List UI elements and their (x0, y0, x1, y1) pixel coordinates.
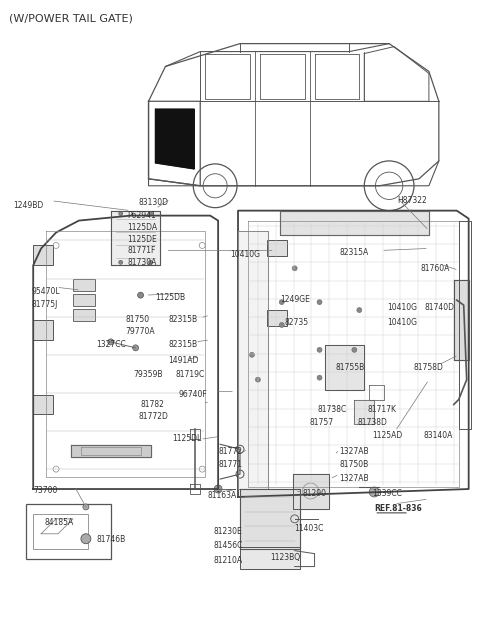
Text: 81738C: 81738C (318, 404, 347, 413)
Text: 81717K: 81717K (367, 404, 396, 413)
Circle shape (119, 212, 123, 215)
Circle shape (132, 345, 139, 351)
Circle shape (292, 266, 297, 271)
Text: 81758D: 81758D (414, 363, 444, 372)
Text: 1125AD: 1125AD (372, 431, 403, 440)
Text: 81771F: 81771F (128, 246, 156, 255)
Circle shape (369, 487, 379, 497)
Circle shape (148, 260, 153, 264)
Polygon shape (240, 489, 300, 549)
Text: 81210A: 81210A (213, 556, 242, 565)
Text: 73700: 73700 (33, 486, 58, 495)
Polygon shape (454, 280, 468, 360)
Text: 81750: 81750 (126, 315, 150, 324)
Text: 1125DL: 1125DL (172, 435, 202, 444)
Circle shape (357, 308, 362, 313)
Text: 81746B: 81746B (97, 535, 126, 544)
Text: 1327AB: 1327AB (339, 447, 369, 456)
Bar (267, 240, 287, 256)
Text: 1339CC: 1339CC (372, 489, 402, 498)
Text: 96740F: 96740F (179, 390, 207, 399)
Circle shape (317, 299, 322, 304)
Circle shape (255, 377, 260, 382)
Text: REF.81-836: REF.81-836 (374, 504, 422, 513)
Circle shape (108, 339, 114, 345)
Text: 1327CC: 1327CC (96, 340, 126, 349)
Circle shape (81, 534, 91, 544)
Polygon shape (293, 474, 329, 509)
Text: 79770A: 79770A (126, 327, 156, 336)
Text: 84185A: 84185A (44, 518, 73, 527)
Bar (33, 246, 53, 265)
Polygon shape (111, 211, 160, 265)
Circle shape (250, 353, 254, 357)
Polygon shape (354, 399, 374, 424)
Text: 10410G: 10410G (387, 318, 417, 327)
Circle shape (317, 347, 322, 353)
Text: 1249GE: 1249GE (280, 295, 310, 304)
Text: 81775J: 81775J (31, 300, 58, 309)
Text: 10410G: 10410G (387, 303, 417, 312)
Bar (33, 395, 53, 415)
Text: 81230E: 81230E (213, 527, 242, 536)
Text: 10410G: 10410G (230, 251, 260, 260)
Text: 82315B: 82315B (168, 340, 198, 349)
Text: 95470L: 95470L (31, 287, 60, 296)
Bar (267, 310, 287, 326)
Polygon shape (240, 547, 300, 569)
Text: 81750B: 81750B (339, 460, 369, 469)
Circle shape (317, 375, 322, 380)
Text: 81163A: 81163A (207, 491, 237, 500)
Text: 81456C: 81456C (213, 541, 242, 550)
Circle shape (214, 485, 222, 493)
Text: 81772: 81772 (218, 447, 242, 456)
Circle shape (352, 347, 357, 353)
Text: 81738D: 81738D (357, 419, 387, 428)
Text: 81719C: 81719C (175, 370, 204, 379)
Bar (33, 320, 53, 340)
Text: H87322: H87322 (397, 196, 427, 204)
Text: 81757: 81757 (310, 419, 334, 428)
Circle shape (148, 212, 153, 215)
Text: 1125DB: 1125DB (156, 293, 186, 302)
FancyBboxPatch shape (26, 504, 111, 558)
Text: 1123BQ: 1123BQ (270, 553, 300, 562)
Polygon shape (280, 211, 429, 235)
Text: 81772D: 81772D (139, 412, 168, 422)
Text: 81782: 81782 (141, 399, 165, 408)
FancyBboxPatch shape (33, 514, 88, 549)
Text: 81771: 81771 (218, 460, 242, 469)
Text: 1125DE: 1125DE (128, 235, 157, 244)
Polygon shape (324, 345, 364, 390)
Circle shape (119, 260, 123, 264)
Text: 1327AB: 1327AB (339, 474, 369, 483)
Text: 1491AD: 1491AD (168, 356, 199, 365)
Text: 82315B: 82315B (168, 315, 198, 324)
Text: 83140A: 83140A (424, 431, 453, 440)
Polygon shape (156, 109, 194, 169)
Text: 81760A: 81760A (421, 264, 450, 273)
Text: 81730A: 81730A (128, 258, 157, 267)
Circle shape (279, 322, 284, 328)
Text: 82735: 82735 (285, 318, 309, 327)
Text: 81755B: 81755B (336, 363, 365, 372)
Text: 82315A: 82315A (339, 249, 369, 258)
Bar (73, 309, 95, 321)
Text: (W/POWER TAIL GATE): (W/POWER TAIL GATE) (9, 14, 133, 24)
Circle shape (279, 299, 284, 304)
Polygon shape (71, 445, 151, 457)
Text: 81290: 81290 (302, 489, 326, 498)
Circle shape (138, 292, 144, 298)
Polygon shape (238, 231, 268, 489)
Text: 81740D: 81740D (425, 303, 455, 312)
Bar (73, 294, 95, 306)
Text: 79359B: 79359B (133, 370, 163, 379)
Text: 1249BD: 1249BD (13, 201, 44, 210)
Text: 83130D: 83130D (139, 197, 168, 206)
Circle shape (83, 504, 89, 510)
Text: 1125DA: 1125DA (128, 222, 158, 231)
Bar (73, 279, 95, 291)
Text: 11403C: 11403C (295, 524, 324, 533)
Text: P62941: P62941 (128, 211, 156, 220)
